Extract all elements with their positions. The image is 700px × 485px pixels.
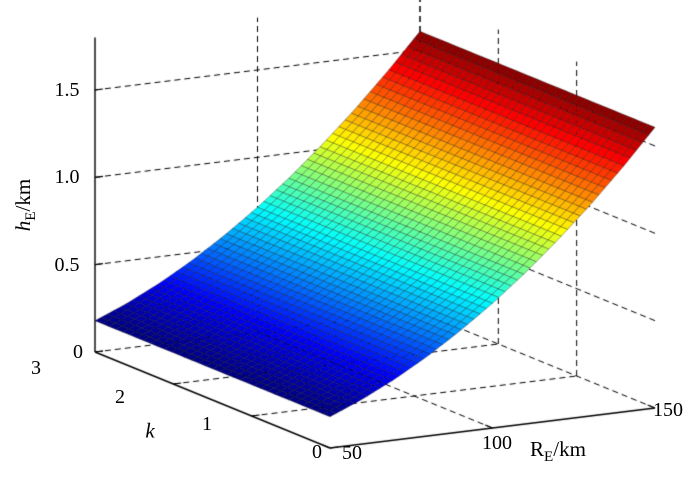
z-tick-1_0: 1.0 [54, 166, 80, 188]
z-axis-label: hE/km [10, 178, 40, 232]
k-tick-0: 0 [312, 441, 322, 463]
k-tick-1: 1 [202, 413, 212, 435]
r-tick-100: 100 [482, 432, 512, 454]
z-axis-label-sub: E [23, 211, 40, 221]
z-tick-0_5: 0.5 [54, 254, 80, 276]
z-axis-label-var: h [10, 220, 35, 232]
k-tick-3: 3 [31, 357, 41, 379]
r-tick-50: 50 [342, 442, 362, 464]
z-axis-label-unit: /km [10, 178, 35, 212]
k-axis-label-var: k [145, 418, 155, 443]
x-axis-label-var: R [530, 436, 545, 461]
r-tick-150: 150 [653, 399, 683, 421]
x-axis-label-unit: /km [553, 436, 586, 461]
k-axis-label: k [145, 418, 155, 443]
x-axis-label-sub: E [544, 449, 554, 466]
x-axis-label: RE/km [530, 436, 586, 466]
k-tick-2: 2 [115, 386, 125, 408]
z-tick-1_5: 1.5 [54, 79, 80, 101]
z-tick-0: 0 [73, 341, 83, 363]
